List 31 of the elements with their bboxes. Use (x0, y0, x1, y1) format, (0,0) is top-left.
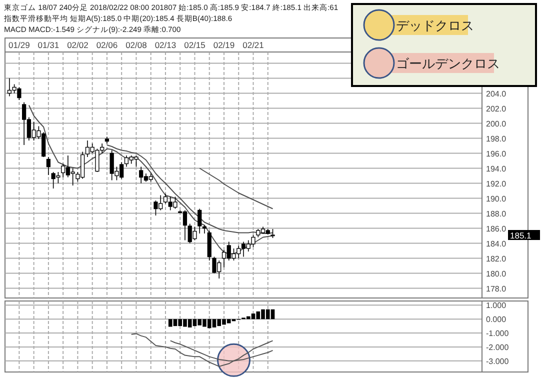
x-tick-label: 02/02 (67, 40, 89, 50)
y-tick-label: 192.0 (486, 179, 507, 188)
y-tick-label: 184.0 (486, 239, 507, 248)
category-label: ゴールデンクロス (396, 56, 500, 71)
x-tick-label: 02/15 (184, 40, 206, 50)
y-tick-label: 204.0 (486, 89, 507, 98)
y-tick-label: 194.0 (486, 164, 507, 174)
x-tick-label: 02/19 (213, 40, 235, 50)
y-tick-label: 180.0 (486, 269, 507, 278)
x-tick-label: 01/29 (8, 40, 30, 50)
y-tick-label: -2.000 (486, 342, 510, 352)
y-tick-label: -3.000 (486, 356, 510, 366)
y-tick-label: 188.0 (486, 209, 507, 218)
y-tick-label: 178.0 (486, 284, 507, 294)
y-tick-label: 196.0 (486, 149, 507, 158)
y-tick-label: 202.0 (486, 104, 507, 114)
y-tick-label: 190.0 (486, 194, 507, 204)
x-tick-label: 01/31 (38, 40, 60, 50)
x-tick-label: 02/06 (96, 40, 118, 50)
x-tick-label: 02/08 (126, 40, 148, 50)
x-tick-label: 02/21 (242, 40, 264, 50)
y-tick-label: -1.000 (486, 329, 510, 338)
y-tick-label: 0.000 (486, 315, 507, 324)
y-tick-label: 182.0 (486, 254, 507, 264)
text: 185.1 (510, 230, 532, 240)
category-label: デッドクロス (396, 18, 474, 33)
y-tick-label: 200.0 (486, 119, 507, 128)
y-tick-label: 198.0 (486, 134, 507, 144)
y-tick-label: 186.0 (486, 224, 507, 234)
x-tick-label: 02/13 (154, 40, 176, 50)
y-tick-label: 1.000 (486, 301, 507, 310)
